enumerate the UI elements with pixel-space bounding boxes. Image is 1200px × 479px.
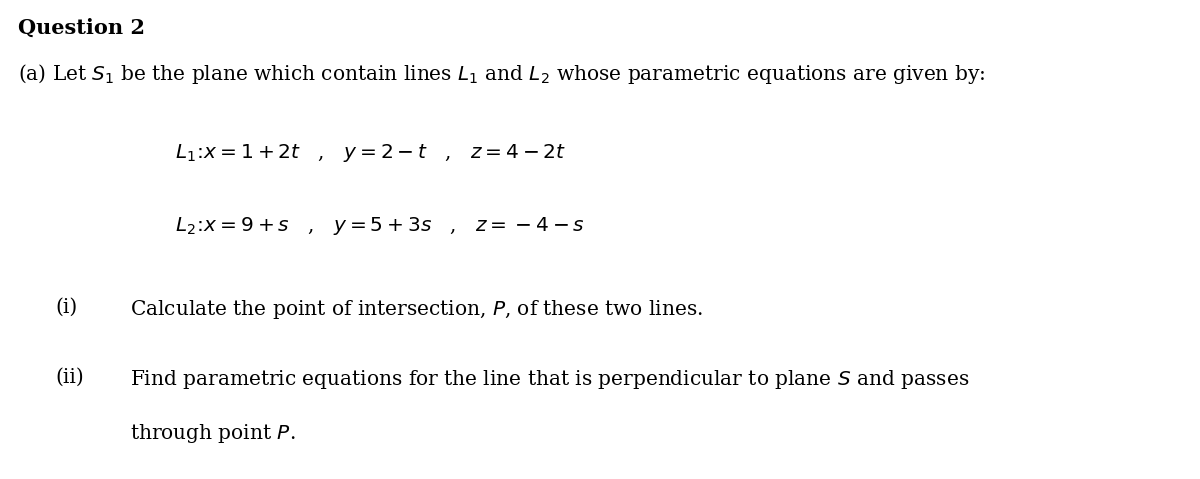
Text: Calculate the point of intersection, $P$, of these two lines.: Calculate the point of intersection, $P$… bbox=[130, 298, 703, 321]
Text: (i): (i) bbox=[55, 298, 77, 317]
Text: $L_1\!:\!x=1+2t$   ,   $y=2-t$   ,   $z=4-2t$: $L_1\!:\!x=1+2t$ , $y=2-t$ , $z=4-2t$ bbox=[175, 142, 566, 164]
Text: Question 2: Question 2 bbox=[18, 18, 145, 38]
Text: $L_2\!:\!x=9+s$   ,   $y=5+3s$   ,   $z=-4-s$: $L_2\!:\!x=9+s$ , $y=5+3s$ , $z=-4-s$ bbox=[175, 215, 584, 237]
Text: Find parametric equations for the line that is perpendicular to plane $S$ and pa: Find parametric equations for the line t… bbox=[130, 368, 970, 391]
Text: (ii): (ii) bbox=[55, 368, 84, 387]
Text: (a) Let $S_1$ be the plane which contain lines $L_1$ and $L_2$ whose parametric : (a) Let $S_1$ be the plane which contain… bbox=[18, 62, 985, 86]
Text: through point $P$.: through point $P$. bbox=[130, 422, 295, 445]
